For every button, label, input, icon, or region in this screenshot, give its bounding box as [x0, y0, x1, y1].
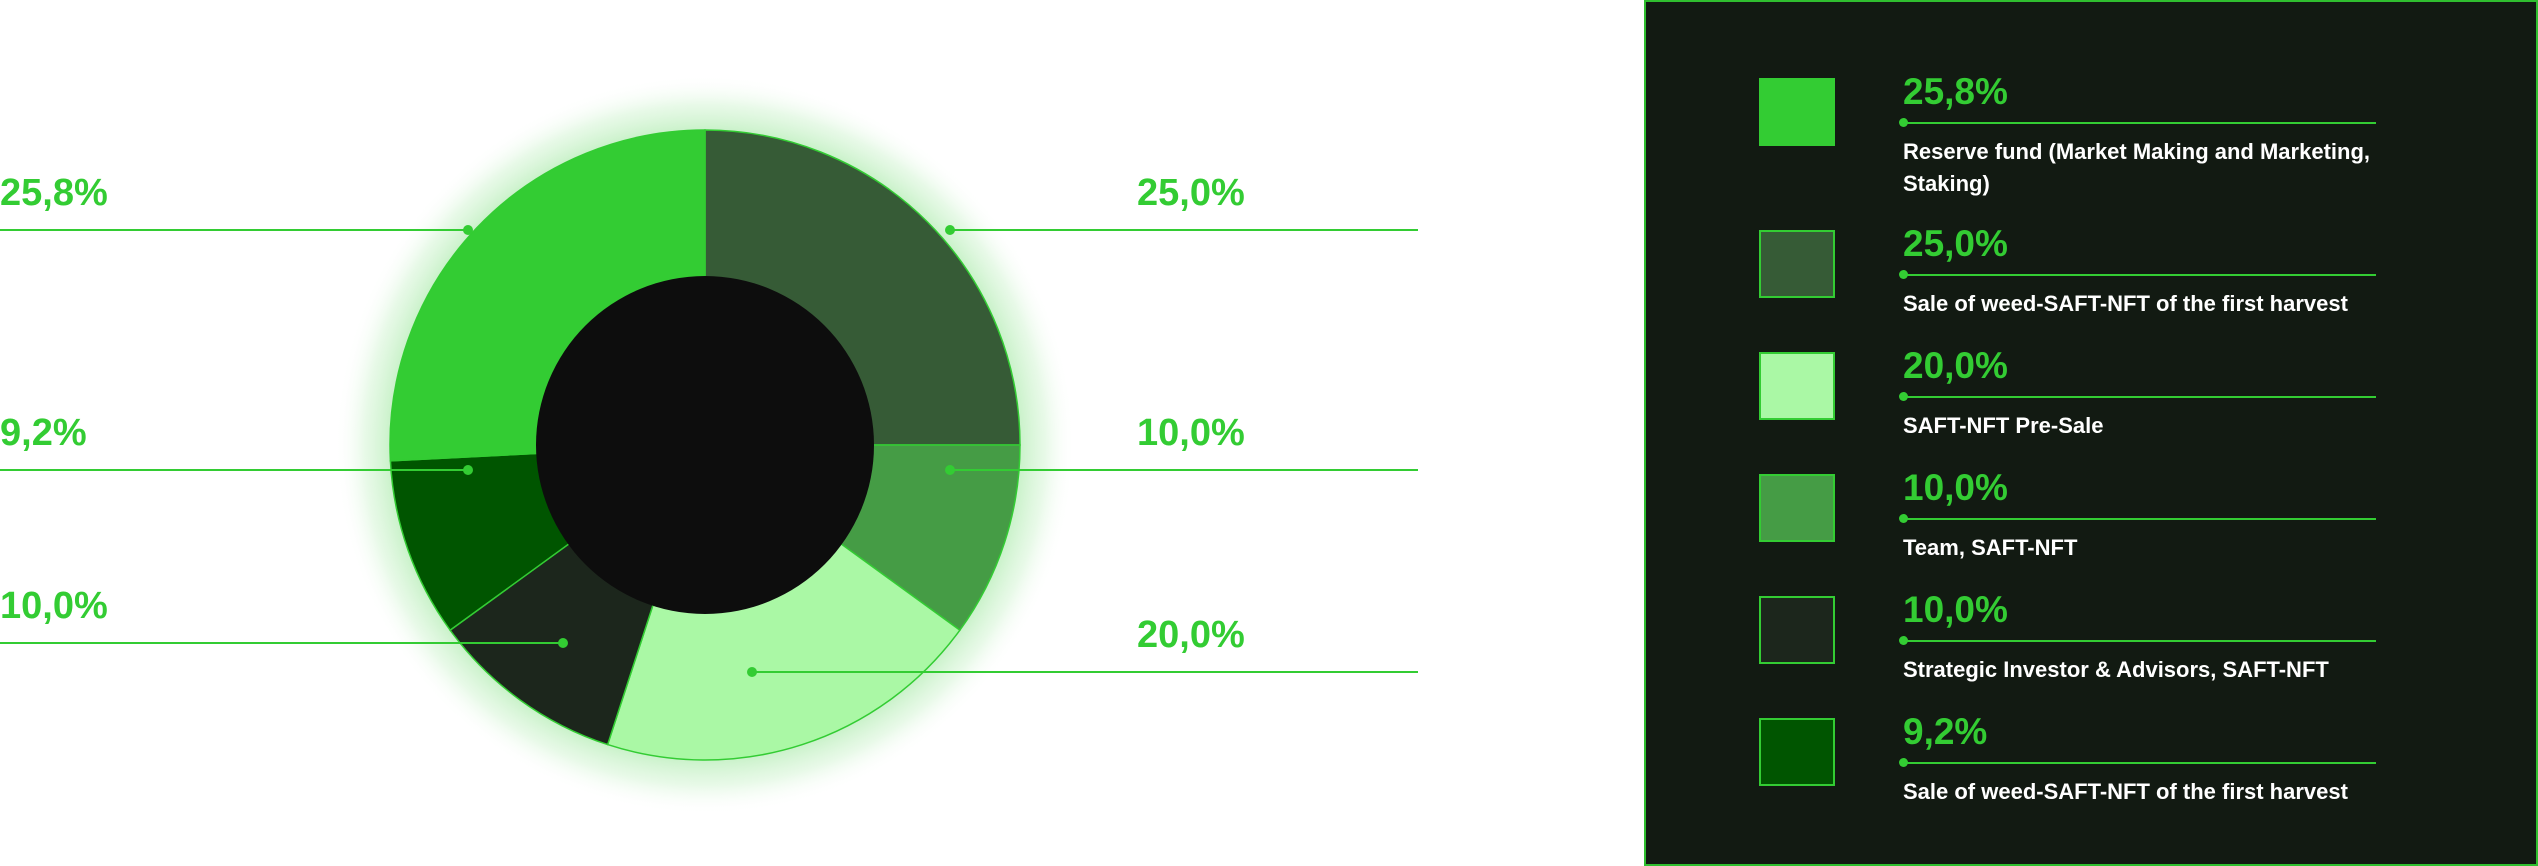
data-label: 10,0% [0, 585, 108, 627]
legend-rule-dot [1899, 118, 1908, 127]
legend-rule-dot [1899, 270, 1908, 279]
legend-value: 10,0% [1903, 589, 2008, 630]
legend-swatch [1759, 474, 1835, 542]
legend-rule-dot [1899, 636, 1908, 645]
legend-label: Reserve fund (Market Making and Marketin… [1903, 139, 2370, 196]
leader-dot [558, 638, 568, 648]
legend-rule [1903, 274, 2376, 276]
data-label: 9,2% [0, 412, 87, 454]
data-label: 25,8% [0, 172, 108, 214]
legend-item: 10,0% Team, SAFT-NFT [1646, 468, 2536, 578]
legend-rule-dot [1899, 514, 1908, 523]
legend-item: 9,2% Sale of weed-SAFT-NFT of the first h… [1646, 712, 2536, 822]
legend-rule-dot [1899, 392, 1908, 401]
leader-dot [945, 225, 955, 235]
legend-rule [1903, 122, 2376, 124]
legend-item: 25,0% Sale of weed-SAFT-NFT of the first … [1646, 224, 2536, 334]
legend-swatch [1759, 230, 1835, 298]
legend-item: 10,0% Strategic Investor & Advisors, SAFT… [1646, 590, 2536, 700]
legend-value: 10,0% [1903, 467, 2008, 508]
legend-rule [1903, 762, 2376, 764]
legend-value: 20,0% [1903, 345, 2008, 386]
legend-rule [1903, 396, 2376, 398]
legend-label: SAFT-NFT Pre-Sale [1903, 413, 2104, 438]
data-label: 10,0% [1137, 412, 1245, 454]
legend-panel: 25,8% Reserve fund (Market Making and Mar… [1644, 0, 2538, 866]
legend-swatch [1759, 718, 1835, 786]
leader-dot [945, 465, 955, 475]
donut-hole [536, 276, 874, 614]
legend-label: Team, SAFT-NFT [1903, 535, 2078, 560]
leader-dot [747, 667, 757, 677]
data-label: 20,0% [1137, 614, 1245, 656]
donut-chart: 25,8% 25,0% 20,0% 10,0% 10,0% 9,2% [0, 75, 1418, 815]
legend-label: Sale of weed-SAFT-NFT of the first harve… [1903, 291, 2348, 316]
leader-dot [463, 225, 473, 235]
legend-swatch [1759, 352, 1835, 420]
legend-rule-dot [1899, 758, 1908, 767]
legend-value: 25,0% [1903, 223, 2008, 264]
legend-rule [1903, 640, 2376, 642]
data-label: 25,0% [1137, 172, 1245, 214]
legend-item: 25,8% Reserve fund (Market Making and Mar… [1646, 71, 2536, 196]
legend-label: Sale of weed-SAFT-NFT of the first harve… [1903, 779, 2348, 804]
leader-dot [463, 465, 473, 475]
legend-swatch [1759, 78, 1835, 146]
legend-swatch [1759, 596, 1835, 664]
legend-value: 25,8% [1903, 71, 2008, 112]
legend-label: Strategic Investor & Advisors, SAFT-NFT [1903, 657, 2329, 682]
legend-value: 9,2% [1903, 711, 1988, 752]
legend-item: 20,0% SAFT-NFT Pre-Sale [1646, 346, 2536, 456]
legend-rule [1903, 518, 2376, 520]
